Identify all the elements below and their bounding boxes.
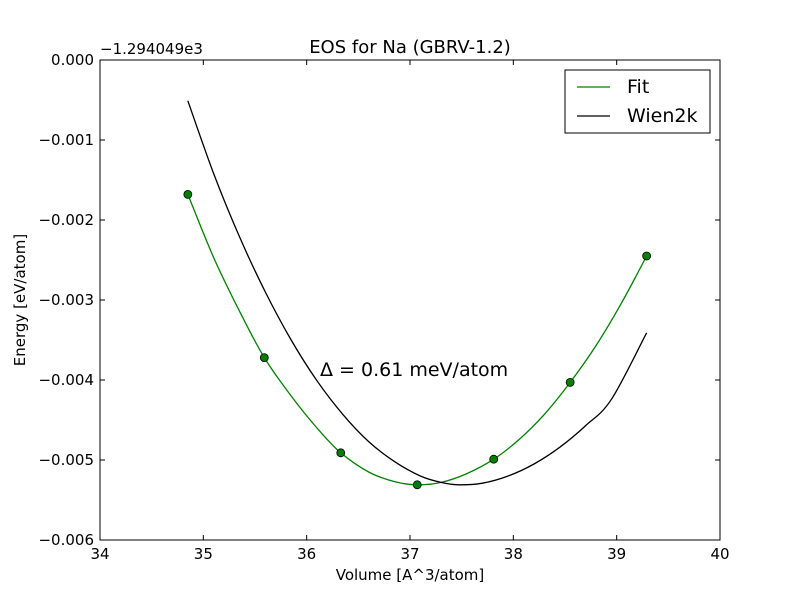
y-tick-label: −0.003 [38,291,94,309]
data-point [259,353,269,363]
legend: Fit Wien2k [564,69,711,134]
data-point [642,251,652,261]
data-point [489,454,499,464]
data-point [183,189,193,199]
x-tick-label: 36 [297,545,316,563]
plot-frame [99,59,721,541]
axis-ticks: 34 35 36 37 38 39 40 0.000 −0.001 −0.002 −0.003 −0.… [38,51,729,563]
y-axis-label: Energy [eV/atom] [11,234,29,366]
y-tick-label: −0.004 [38,371,94,389]
data-point [565,377,575,387]
x-tick-label: 34 [90,545,109,563]
delta-annotation: Δ = 0.61 meV/atom [320,359,508,381]
legend-box [564,69,711,134]
data-points [183,189,652,490]
x-tick-label: 39 [607,545,626,563]
y-tick-label: −0.006 [38,531,94,549]
legend-label-fit: Fit [627,76,649,98]
x-tick-label: 37 [400,545,419,563]
y-tick-label: −0.005 [38,451,94,469]
x-axis-label: Volume [A^3/atom] [336,566,485,584]
x-tick-label: 40 [710,545,729,563]
x-tick-label: 38 [504,545,523,563]
y-tick-label: −0.002 [38,211,94,229]
x-tick-label: 35 [194,545,213,563]
series-line-wien2k [187,100,648,486]
data-point [336,448,346,458]
chart-title: EOS for Na (GBRV-1.2) [309,37,511,58]
offset-label: −1.294049e3 [100,40,203,58]
legend-label-wien2k: Wien2k [627,105,697,127]
y-tick-label: 0.000 [51,51,94,69]
y-tick-label: −0.001 [38,131,94,149]
data-point [412,480,422,490]
